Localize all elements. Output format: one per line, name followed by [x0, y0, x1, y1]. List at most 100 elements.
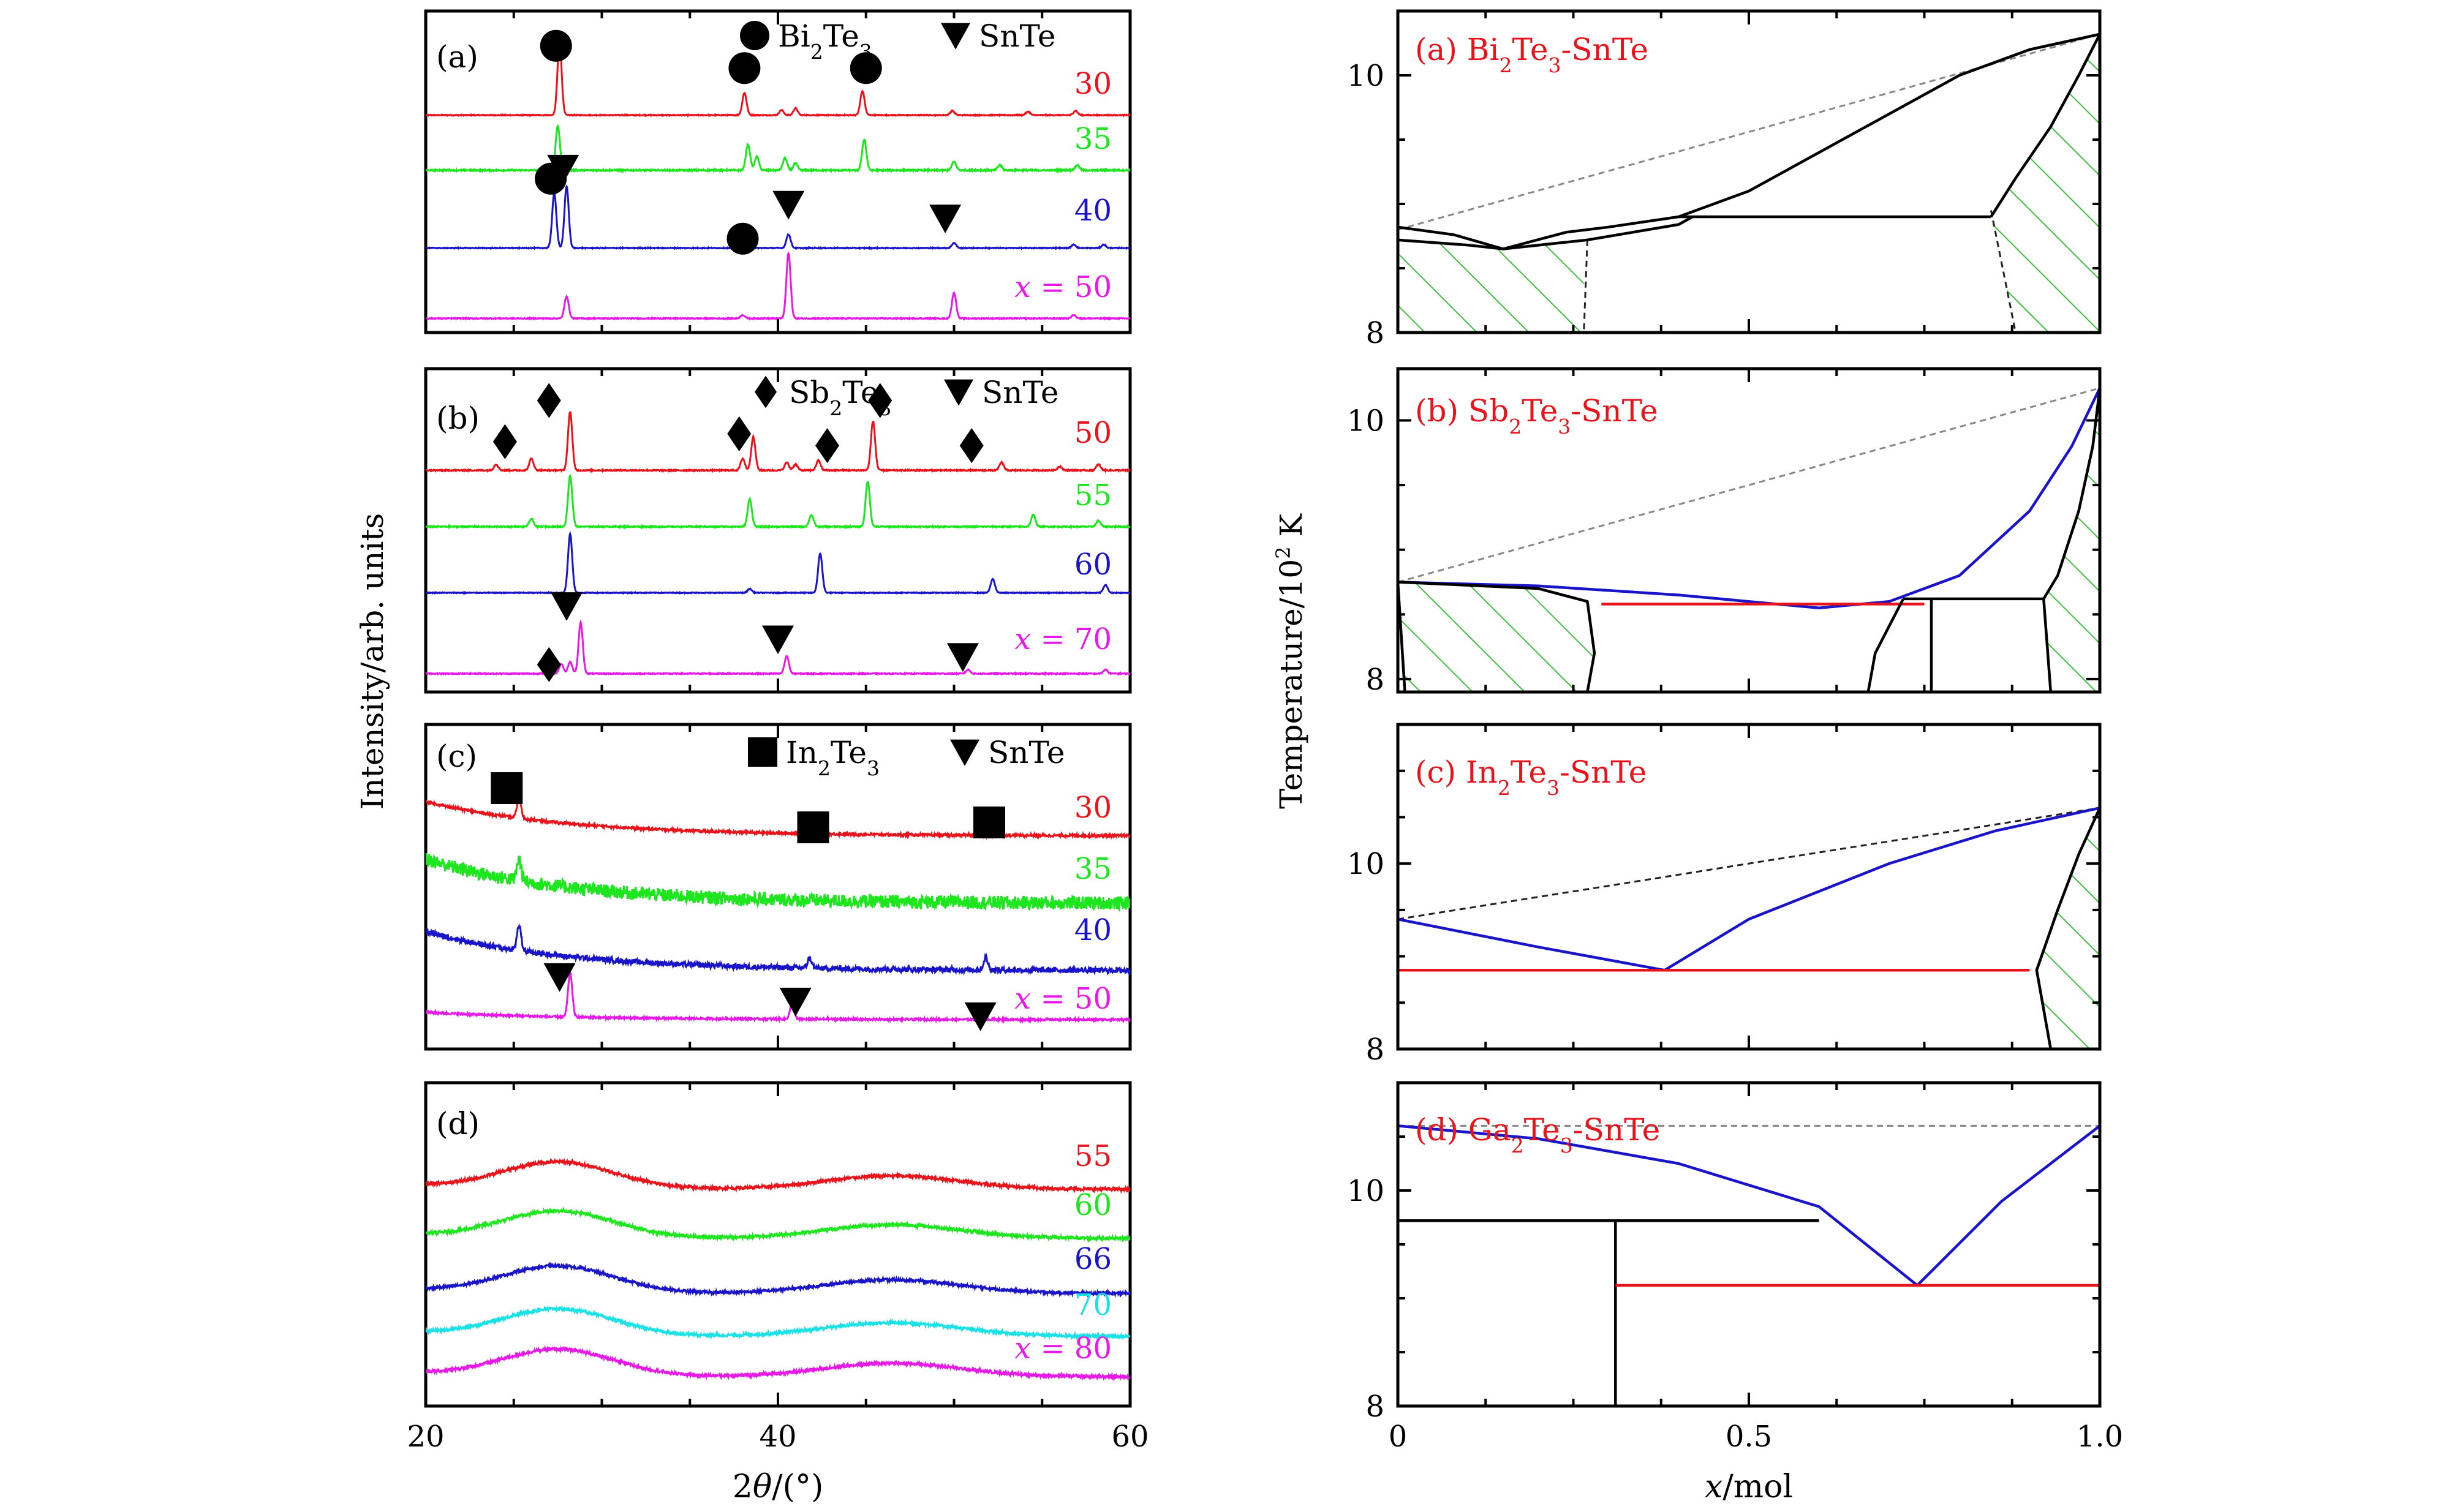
phase-marker-diamond [868, 383, 892, 418]
phase-marker-square [748, 737, 777, 767]
xrd-panel-c: (c) In2Te3 SnTe 30 35 40 x = 50 [424, 723, 1132, 1051]
xrd-markers [492, 383, 984, 682]
phase-marker-square [797, 811, 829, 843]
xrd-trace-label: 40 [1074, 194, 1112, 228]
phase-boundary-line [1990, 33, 2100, 218]
xrd-legend-label: In2Te3 [786, 735, 880, 780]
phase-marker-diamond [959, 428, 984, 464]
phase-lines [1398, 1124, 2100, 1406]
phase-panel-title: (b) Sb2Te3-SnTe [1415, 393, 1658, 438]
xrd-trace-labels: 30 35 40 x = 50 [1014, 67, 1112, 304]
xrd-trace [426, 411, 1130, 474]
phase-ylabel: Temperature/102 K [1272, 513, 1309, 809]
phase-marker-diamond [755, 375, 777, 408]
phase-hatch-region [1398, 239, 1584, 333]
phase-xtick-label: 0.5 [1726, 1420, 1772, 1454]
phase-ticks: 8 10 [1347, 1081, 2101, 1424]
phase-ticks: 8 10 [1347, 723, 2101, 1067]
phase-marker-diamond [727, 416, 752, 451]
xrd-trace [426, 852, 1130, 912]
phase-ytick-label: 10 [1347, 1174, 1384, 1208]
phase-ytick-label: 10 [1347, 404, 1384, 438]
phase-dashed-line [1398, 807, 2100, 920]
phase-marker-circle [535, 162, 567, 195]
phase-ytick-label: 10 [1347, 847, 1384, 881]
phase-panel-title: (c) In2Te3-SnTe [1415, 754, 1647, 800]
phase-marker-circle [850, 52, 882, 85]
xrd-panel-a: (a) Bi2Te3 SnTe 30 35 40 x = 50 [424, 9, 1132, 334]
xrd-trace [426, 1157, 1130, 1194]
phase-hatch-region [2036, 808, 2100, 1049]
phase-panel-c: 8 10 (c) In2Te3-SnTe [1347, 723, 2102, 1067]
phase-boundary-line [1398, 216, 1694, 250]
xrd-legend-label: SnTe [979, 18, 1056, 54]
xrd-trace [426, 530, 1130, 595]
xrd-legend-label: Sb2Te3 [789, 375, 891, 420]
xrd-column: Intensity/arb. units (a) Bi2Te3 SnTe 30 35… [355, 9, 1149, 1505]
xrd-panel-d: (d) 55 60 66 70 x = 80 [424, 1081, 1132, 1408]
xrd-trace-labels: 50 55 60 x = 70 [1014, 416, 1112, 656]
phase-marker-triangle [772, 190, 805, 220]
phase-marker-diamond [815, 428, 839, 464]
xrd-panel-tag: (d) [436, 1106, 480, 1142]
phase-dashed-line [1398, 387, 2100, 583]
phase-xtick-label: 1.0 [2077, 1420, 2123, 1454]
xrd-trace [426, 251, 1130, 321]
phase-ytick-label: 8 [1365, 316, 1384, 350]
xrd-trace-label: 70 [1074, 1288, 1112, 1322]
phase-panel-title: (a) Bi2Te3-SnTe [1415, 32, 1648, 77]
xrd-ticks [424, 369, 1131, 692]
phase-xtick-labels: 0 0.5 1.0 [1389, 1420, 2123, 1454]
xrd-trace-label: 55 [1074, 1139, 1112, 1173]
phase-panel-d: 8 10 (d) Ga2Te3-SnTe [1347, 1081, 2102, 1424]
phase-marker-triangle [950, 739, 979, 766]
phase-marker-diamond [537, 647, 561, 682]
phase-panel-title: (d) Ga2Te3-SnTe [1415, 1112, 1660, 1157]
phase-marker-triangle [551, 592, 583, 621]
phase-marker-circle [540, 29, 572, 62]
phase-hatch-region [2043, 388, 2100, 692]
xrd-xlabel: 2θ/(°) [733, 1469, 824, 1505]
xrd-trace-label: 40 [1074, 913, 1112, 947]
xrd-markers [491, 772, 1005, 1031]
phase-boundary-line [1398, 581, 1596, 692]
phase-hatch-region [1991, 34, 2100, 333]
xrd-trace-label: 50 [1074, 416, 1112, 450]
xrd-trace [426, 797, 1130, 840]
xrd-panel-tag: (b) [436, 401, 480, 436]
phase-frame [1396, 723, 2102, 1051]
xrd-xtick-label: 60 [1111, 1420, 1149, 1454]
xrd-panel-tag: (c) [436, 739, 477, 774]
phase-xtick-label: 0 [1389, 1420, 1408, 1454]
phase-hatch [2036, 808, 2100, 1049]
phase-ticks: 8 10 [1347, 10, 2101, 350]
phase-boundary-line [1398, 807, 2100, 972]
xrd-trace-label: 60 [1074, 1188, 1112, 1222]
xrd-ticks [424, 11, 1131, 333]
phase-ytick-label: 8 [1365, 1390, 1384, 1424]
xrd-traces [426, 1157, 1130, 1382]
xrd-trace-label: x = 50 [1014, 982, 1112, 1016]
phase-lines [1398, 32, 2100, 333]
xrd-panel-tag: (a) [436, 39, 478, 75]
phase-column: Temperature/102 K 8 10 (a) Bi2Te3-SnTe 8 1… [1272, 9, 2123, 1505]
phase-marker-triangle [941, 23, 970, 50]
xrd-ticks [424, 1083, 1131, 1406]
phase-ytick-label: 8 [1365, 1032, 1384, 1067]
xrd-trace-label: x = 70 [1014, 622, 1112, 656]
xrd-trace [426, 184, 1130, 250]
xrd-trace-labels: 30 35 40 x = 50 [1014, 791, 1112, 1016]
xrd-trace-label: 35 [1074, 122, 1112, 156]
xrd-trace [426, 1305, 1130, 1342]
phase-dashed-line [1583, 239, 1588, 333]
phase-marker-triangle [762, 625, 794, 655]
phase-ticks: 8 10 [1347, 369, 2101, 697]
phase-marker-triangle [929, 205, 962, 233]
xrd-panel-b: (b) Sb2Te3 SnTe 50 55 60 x = 70 [424, 367, 1132, 694]
phase-boundary-line [1398, 32, 2100, 250]
phase-marker-triangle [543, 963, 576, 992]
xrd-trace-label: 60 [1074, 547, 1112, 582]
xrd-ticks [424, 724, 1131, 1049]
phase-marker-triangle [944, 379, 973, 406]
